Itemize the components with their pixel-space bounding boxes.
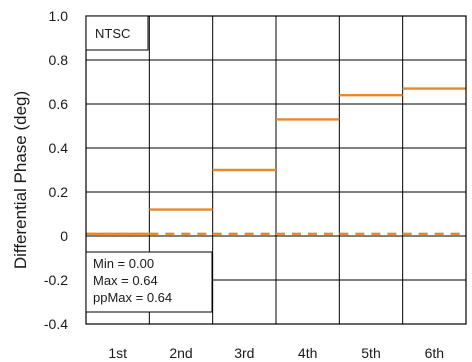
y-tick-label: -0.4 — [44, 316, 68, 332]
y-axis-label: Differential Phase (deg) — [11, 91, 30, 269]
plot-frame — [85, 15, 467, 325]
x-tick-label: 5th — [361, 345, 380, 361]
x-tick-label: 3rd — [234, 345, 254, 361]
stat-min: Min = 0.00 — [93, 256, 154, 271]
standard-tag-box — [85, 15, 149, 51]
y-tick-label: 0.8 — [49, 52, 69, 68]
series-layer — [86, 87, 466, 236]
y-tick-label: -0.2 — [44, 272, 68, 288]
stat-max: Max = 0.64 — [93, 273, 158, 288]
y-tick-label: 0.4 — [49, 140, 69, 156]
y-axis-ticks: 1.0 0.8 0.6 0.4 0.2 0 -0.2 -0.4 — [44, 8, 68, 332]
stats-box-frame — [85, 251, 213, 313]
x-axis-ticks: 1st 2nd 3rd 4th 5th 6th — [108, 345, 444, 361]
stat-ppmax: ppMax = 0.64 — [93, 290, 172, 305]
standard-tag: NTSC — [85, 15, 149, 51]
x-tick-label: 2nd — [169, 345, 192, 361]
grid — [86, 15, 466, 325]
x-tick-label: 6th — [425, 345, 444, 361]
y-tick-label: 1.0 — [49, 8, 69, 24]
y-tick-label: 0.2 — [49, 184, 69, 200]
stats-box: Min = 0.00 Max = 0.64 ppMax = 0.64 — [85, 251, 213, 313]
y-tick-label: 0 — [60, 228, 68, 244]
standard-tag-label: NTSC — [95, 26, 130, 41]
x-tick-label: 4th — [298, 345, 317, 361]
y-tick-label: 0.6 — [49, 96, 69, 112]
x-tick-label: 1st — [108, 345, 127, 361]
